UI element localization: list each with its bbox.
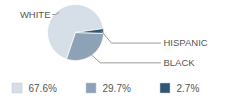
svg-text:WHITE: WHITE — [20, 9, 51, 20]
svg-text:29.7%: 29.7% — [103, 83, 131, 94]
svg-text:BLACK: BLACK — [164, 57, 196, 68]
svg-text:67.6%: 67.6% — [29, 83, 57, 94]
svg-text:2.7%: 2.7% — [177, 83, 200, 94]
svg-text:HISPANIC: HISPANIC — [164, 37, 208, 48]
